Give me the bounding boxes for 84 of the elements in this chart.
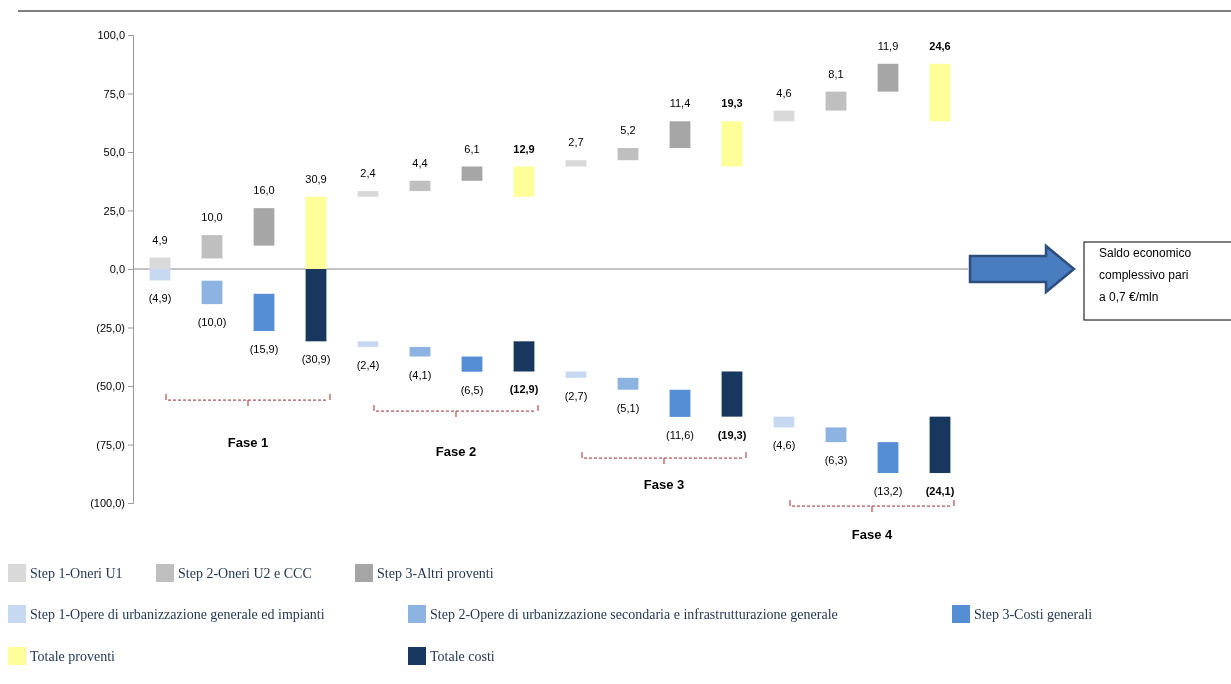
annotation: Fase 1 xyxy=(227,435,269,450)
data-label: 2,7 xyxy=(568,136,584,149)
data-label: (24,1) xyxy=(925,485,955,498)
data-label: (6,5) xyxy=(460,383,484,396)
legend-label: Totale proventi xyxy=(30,649,116,664)
annotation: Fase 3 xyxy=(643,477,685,492)
bar xyxy=(617,377,639,390)
bar xyxy=(357,191,379,197)
bar xyxy=(409,346,431,357)
bar xyxy=(409,180,431,192)
bar xyxy=(201,280,223,305)
data-label: (4,6) xyxy=(772,439,796,452)
data-label: (2,7) xyxy=(564,389,588,402)
data-label: (11,6) xyxy=(666,428,694,441)
bar xyxy=(461,166,483,181)
data-label: 19,3 xyxy=(721,97,743,110)
bar xyxy=(877,442,899,474)
bar xyxy=(513,341,535,372)
data-label: 8,1 xyxy=(828,67,844,80)
y-tick-label: (100,0) xyxy=(90,497,125,510)
bar xyxy=(461,356,483,372)
y-tick-label: 75,0 xyxy=(103,87,125,100)
y-tick-label: 0,0 xyxy=(109,263,125,276)
bar xyxy=(721,371,743,417)
legend-label: Totale costi xyxy=(430,649,495,664)
data-label: (5,1) xyxy=(616,401,640,414)
data-label: 6,1 xyxy=(464,142,480,155)
data-label: 16,0 xyxy=(253,184,275,197)
text: Fase 4 xyxy=(851,527,893,542)
legend-label: Step 1-Oneri U1 xyxy=(30,566,123,581)
bar xyxy=(149,269,171,281)
legend-label: Step 3-Altri proventi xyxy=(377,566,494,581)
data-label: (10,0) xyxy=(197,316,227,329)
bar xyxy=(149,257,171,269)
annotation: Fase 2 xyxy=(435,444,477,459)
bar xyxy=(253,293,275,332)
data-label: 10,0 xyxy=(201,211,223,224)
bar xyxy=(565,160,587,167)
data-label: (4,9) xyxy=(148,292,172,305)
legend-label: Step 1-Opere di urbanizzazione generale ed impianti xyxy=(30,607,325,622)
bar xyxy=(929,416,951,474)
y-tick-label: 50,0 xyxy=(103,146,125,159)
data-label: 12,9 xyxy=(513,142,535,155)
data-label: 4,6 xyxy=(776,86,792,99)
bar xyxy=(929,63,951,122)
data-label: 5,2 xyxy=(620,124,636,137)
text: Saldo economico complessivo pari a 0,7 €/mln xyxy=(1099,246,1192,304)
data-label: (15,9) xyxy=(249,343,279,356)
data-label: 24,6 xyxy=(929,39,951,52)
bar xyxy=(513,166,535,197)
bar xyxy=(825,91,847,111)
bar xyxy=(201,235,223,259)
data-label: (19,3) xyxy=(717,428,747,441)
bar xyxy=(357,341,379,347)
legend-label: Step 2-Oneri U2 e CCC xyxy=(178,566,312,581)
data-label: 4,9 xyxy=(152,233,168,246)
bar xyxy=(305,269,327,342)
data-label: (30,9) xyxy=(301,353,331,366)
bar xyxy=(305,196,327,269)
bar xyxy=(669,121,691,149)
data-label: (12,9) xyxy=(509,383,539,396)
y-tick-label: (50,0) xyxy=(96,380,125,393)
data-label: (13,2) xyxy=(873,485,903,498)
data-label: 11,4 xyxy=(669,97,691,110)
bar xyxy=(825,427,847,443)
data-label: (6,3) xyxy=(824,454,848,467)
y-tick-label: (75,0) xyxy=(96,438,125,451)
data-label: 11,9 xyxy=(877,39,899,52)
data-label: 4,4 xyxy=(412,156,428,169)
bar xyxy=(721,121,743,167)
data-label: (2,4) xyxy=(356,358,380,371)
legend-label: Step 3-Costi generali xyxy=(974,607,1093,622)
legend-label: Step 2-Opere di urbanizzazione secondaria e infrastrutturazione generale xyxy=(430,607,838,622)
y-tick-label: (25,0) xyxy=(96,321,125,334)
bar xyxy=(253,208,275,246)
data-label: 30,9 xyxy=(305,172,327,185)
bar xyxy=(877,63,899,92)
bar xyxy=(617,148,639,161)
bar xyxy=(565,371,587,378)
y-tick-label: 100,0 xyxy=(97,29,125,42)
data-label: (4,1) xyxy=(408,368,432,381)
bar xyxy=(669,389,691,417)
y-tick-label: 25,0 xyxy=(103,204,125,217)
data-label: 2,4 xyxy=(360,167,376,180)
